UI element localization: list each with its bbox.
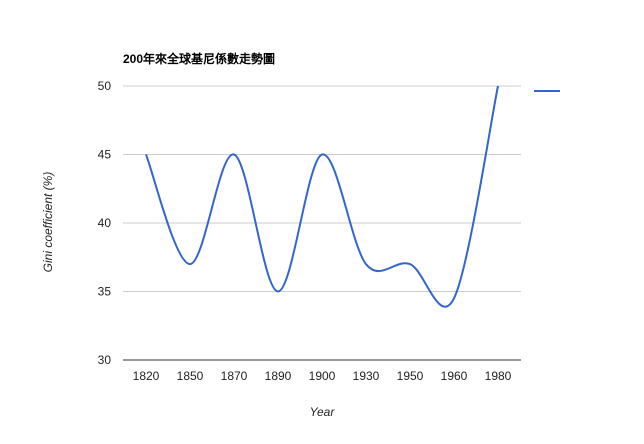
- gridlines: [123, 86, 521, 360]
- y-tick-label: 35: [98, 285, 112, 299]
- x-tick-label: 1870: [221, 369, 248, 383]
- x-tick-label: 1930: [353, 369, 380, 383]
- x-tick-label: 1960: [441, 369, 468, 383]
- x-tick-label: 1820: [133, 369, 160, 383]
- series-line: [146, 86, 498, 307]
- y-tick-label: 50: [98, 79, 112, 93]
- y-tick-label: 30: [98, 353, 112, 367]
- x-tick-label: 1900: [309, 369, 336, 383]
- x-axis-title: Year: [310, 405, 336, 419]
- x-tick-label: 1850: [177, 369, 204, 383]
- y-tick-labels: 30 35 40 45 50: [98, 79, 112, 367]
- x-tick-label: 1890: [265, 369, 292, 383]
- x-tick-labels: 1820 1850 1870 1890 1900 1930 1950 1960 1980: [133, 369, 512, 383]
- y-tick-label: 45: [98, 148, 112, 162]
- y-tick-label: 40: [98, 216, 112, 230]
- x-tick-label: 1980: [485, 369, 512, 383]
- y-axis-title: Gini coefficient (%): [41, 172, 55, 273]
- x-tick-label: 1950: [397, 369, 424, 383]
